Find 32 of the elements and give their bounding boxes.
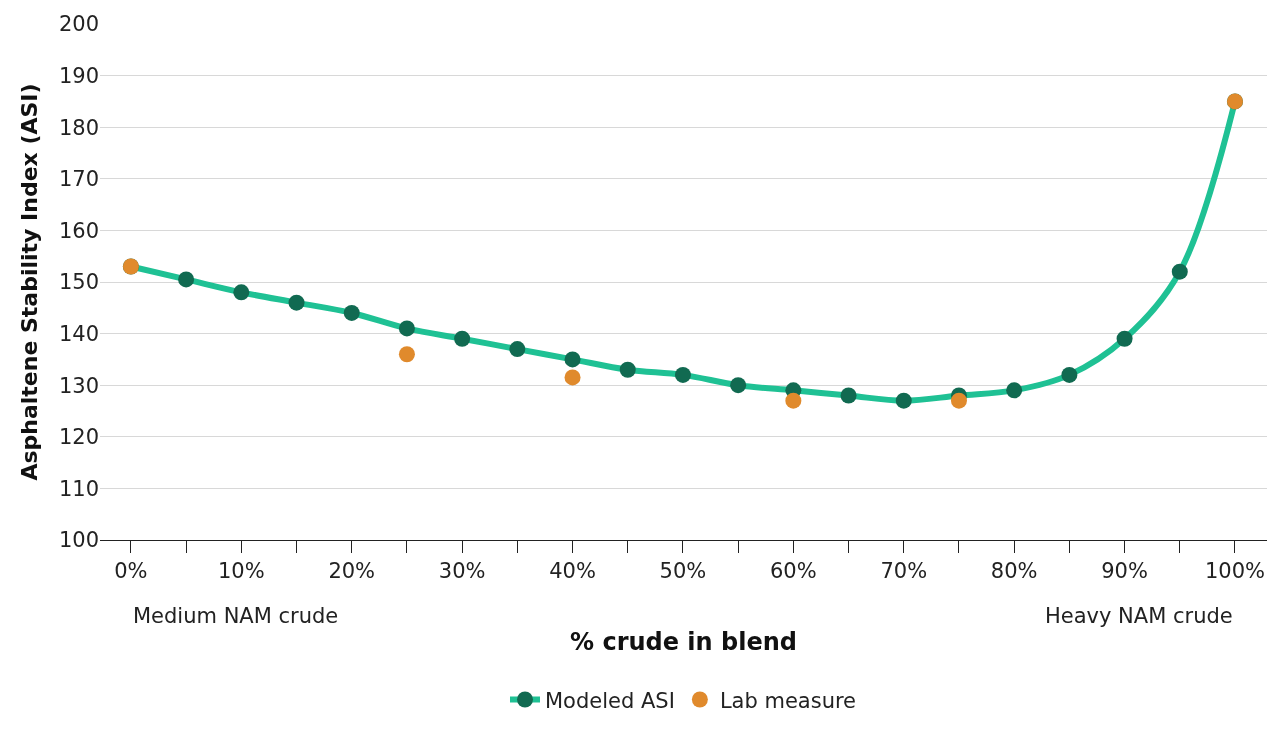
legend-label: Modeled ASI: [545, 688, 675, 713]
x-tick-label: 80%: [990, 559, 1038, 584]
x-tick-label: 90%: [1101, 559, 1148, 584]
text: Heavy NAM crude: [1045, 604, 1233, 628]
x-tick-label: 50%: [659, 559, 707, 584]
y-tick-label: 190: [58, 63, 99, 88]
x-tick-label: 30%: [438, 559, 486, 584]
x-tick-label: 100%: [1204, 559, 1265, 584]
x-tick-label: 0%: [114, 559, 148, 584]
y-tick-label: 110: [58, 476, 99, 501]
y-tick-label: 160: [58, 218, 99, 243]
y-tick-label: 150: [58, 270, 99, 295]
point: [950, 392, 967, 409]
y-tick-label: 130: [58, 373, 99, 398]
point: [785, 392, 802, 409]
y-tick-label: 120: [58, 425, 99, 450]
x-tick-label: 40%: [549, 559, 596, 584]
x-tick-label: 20%: [328, 559, 376, 584]
y-tick-label: 100: [58, 528, 99, 553]
legend-label: Lab measure: [719, 688, 857, 713]
point: [398, 346, 415, 363]
x-tick-label: 10%: [217, 559, 265, 584]
x-tick-label: 70%: [880, 559, 928, 584]
point: [564, 369, 581, 386]
y-axis-title: Asphaltene Stability Index (ASI): [16, 83, 42, 481]
y-tick-label: 200: [58, 12, 99, 37]
y-tick-label: 170: [58, 167, 99, 192]
x-axis-title: % crude in blend: [570, 627, 797, 656]
y-tick-label: 140: [58, 321, 99, 346]
text: Medium NAM crude: [133, 604, 339, 628]
x-tick-label: 60%: [770, 559, 817, 584]
y-tick-label: 180: [58, 115, 99, 140]
